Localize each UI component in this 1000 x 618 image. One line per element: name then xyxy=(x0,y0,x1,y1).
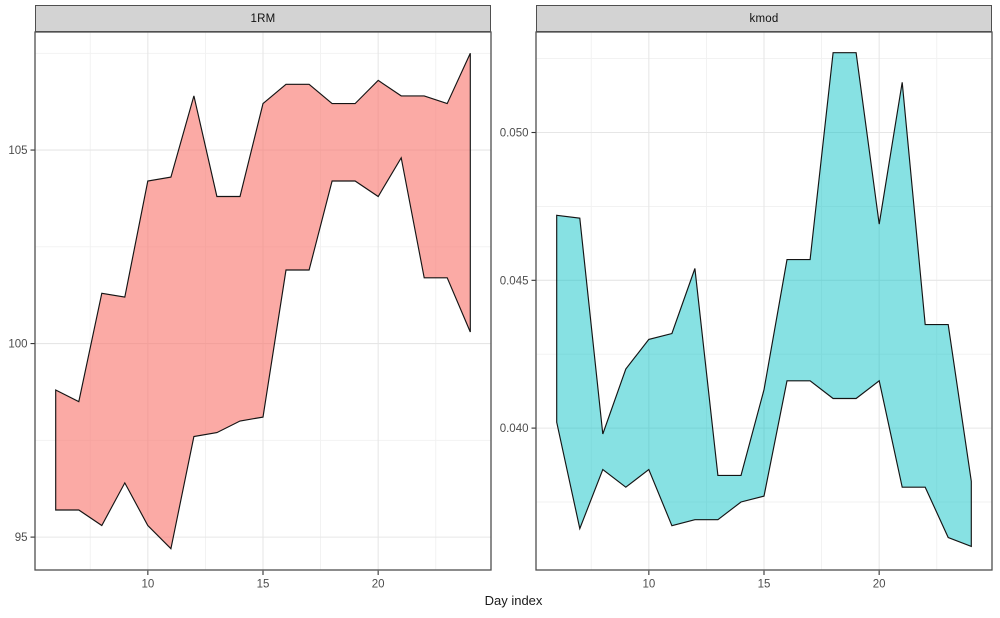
x-tick-label: 15 xyxy=(758,579,771,591)
x-axis-kmod: 10 15 20 xyxy=(642,570,886,591)
y-tick-label: 105 xyxy=(8,145,27,157)
y-axis-1rm: 95 100 105 xyxy=(8,145,35,544)
y-tick-label: 100 xyxy=(8,339,27,351)
x-axis-title: Day index xyxy=(484,593,543,608)
panel-border xyxy=(34,31,492,571)
x-axis-1rm: 10 15 20 xyxy=(141,570,385,591)
facet-panel-kmod: 10 15 20 0.040 0.045 0.050 xyxy=(500,31,993,591)
facet-title-1rm: 1RM xyxy=(250,12,276,25)
y-tick-label: 95 xyxy=(15,532,28,544)
panel-border xyxy=(535,31,993,571)
y-tick-label: 0.040 xyxy=(500,423,529,435)
y-tick-label: 0.045 xyxy=(500,275,529,287)
x-tick-label: 20 xyxy=(372,579,385,591)
facet-strip-kmod: kmod xyxy=(536,5,992,32)
ribbon-kmod xyxy=(556,52,972,548)
facet-strip-1rm: 1RM xyxy=(35,5,491,32)
facet-title-kmod: kmod xyxy=(749,12,779,25)
x-tick-label: 10 xyxy=(141,579,154,591)
gridlines-major-kmod xyxy=(536,32,992,570)
x-tick-label: 10 xyxy=(642,579,655,591)
x-tick-label: 15 xyxy=(257,579,270,591)
y-axis-kmod: 0.040 0.045 0.050 xyxy=(500,128,536,435)
facet-panel-1rm: 10 15 20 95 100 105 xyxy=(8,31,492,591)
x-tick-label: 20 xyxy=(873,579,886,591)
y-tick-label: 0.050 xyxy=(500,128,529,140)
ribbon-1rm xyxy=(55,53,471,550)
